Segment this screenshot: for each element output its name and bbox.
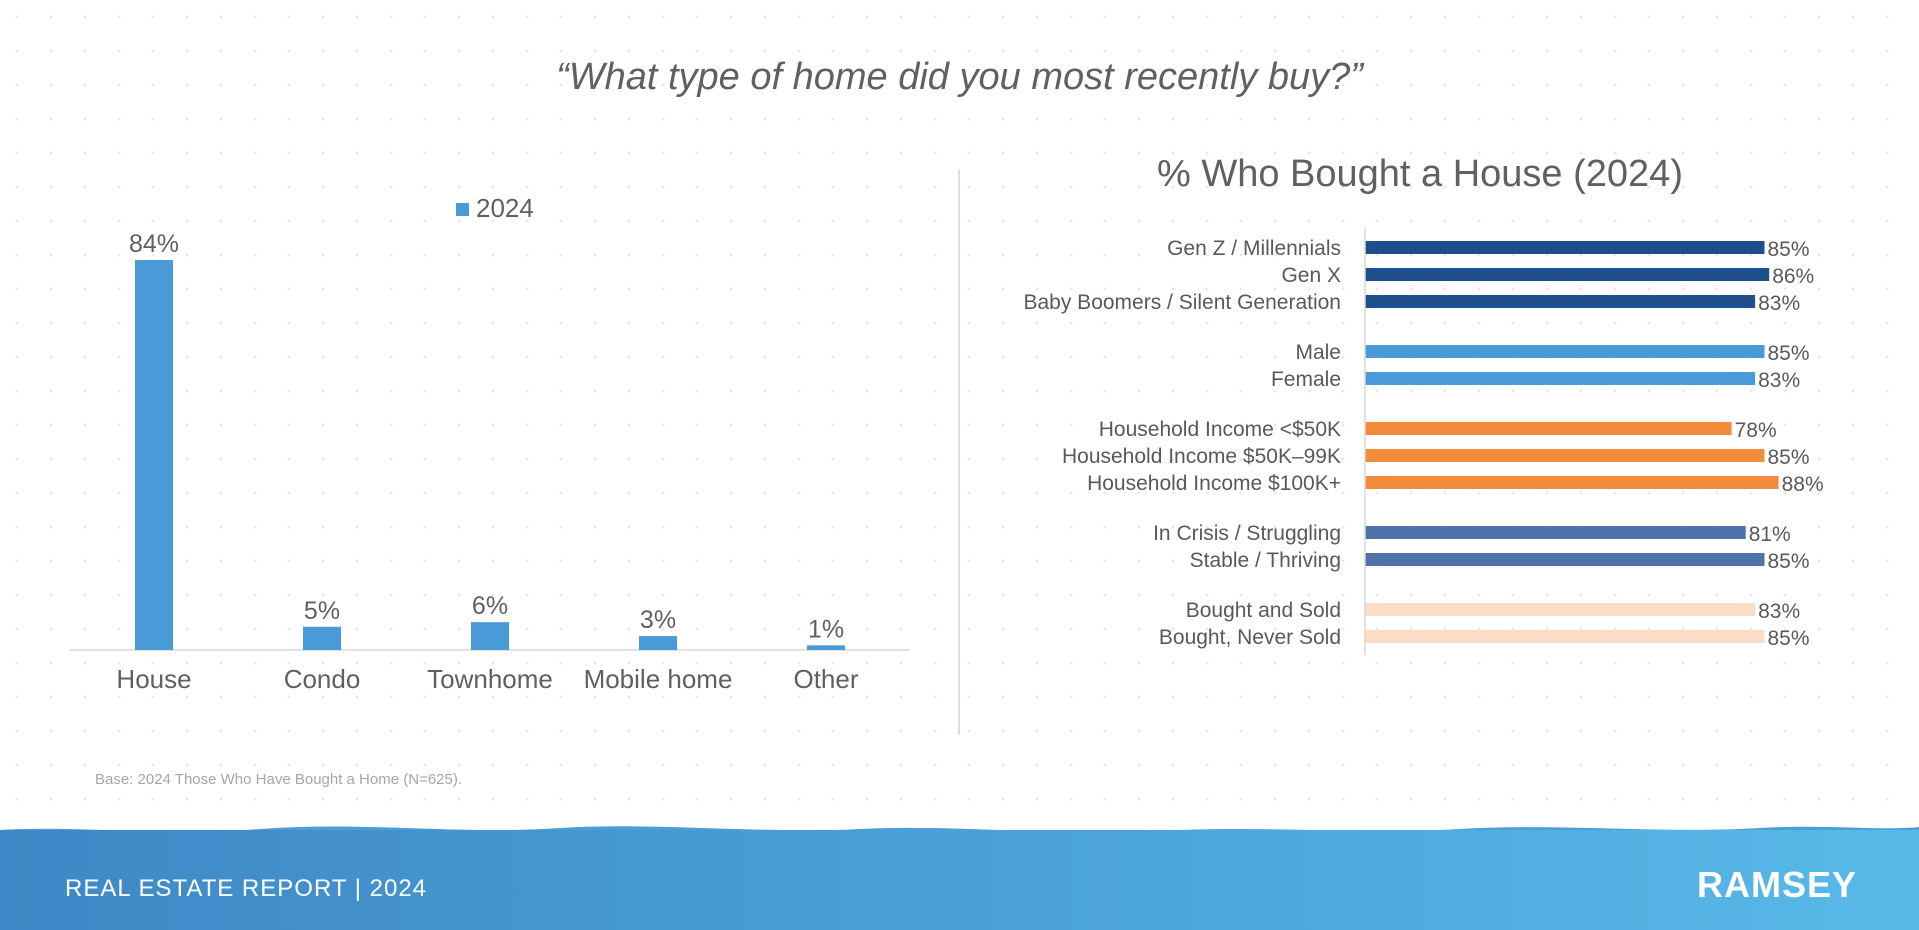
bar-townhome <box>471 622 509 650</box>
segment-value: 83% <box>1758 600 1800 623</box>
base-note: Base: 2024 Those Who Have Bought a Home … <box>95 771 463 788</box>
segment-label: Gen Z / Millennials <box>1167 237 1341 260</box>
segment-bar <box>1365 372 1756 385</box>
right-chart-title: % Who Bought a House (2024) <box>1157 153 1683 195</box>
home-type-bar-chart: 2024 84% House 5% Condo 6% Townhome 3% Mobile ho… <box>70 193 910 694</box>
category-label: Mobile home <box>584 664 733 694</box>
chart-divider <box>958 170 960 735</box>
segment-label: Household Income $50K–99K <box>1062 445 1341 468</box>
segment-value: 88% <box>1782 473 1824 496</box>
bar-condo <box>303 626 341 650</box>
segment-value: 78% <box>1735 419 1777 442</box>
bar-mobile-home <box>639 636 677 650</box>
category-label: House <box>116 664 191 694</box>
segment-label: In Crisis / Struggling <box>1153 522 1341 545</box>
segment-bar <box>1365 241 1765 254</box>
ramsey-logo: RAMSEY <box>1696 864 1857 905</box>
segment-bar <box>1365 449 1765 462</box>
segment-value: 85% <box>1768 627 1810 650</box>
segment-label: Gen X <box>1281 264 1341 287</box>
segment-bar <box>1365 630 1765 643</box>
segment-value: 85% <box>1768 342 1810 365</box>
data-label: 5% <box>304 597 340 625</box>
segment-value: 83% <box>1758 292 1800 315</box>
segment-bar <box>1365 345 1765 358</box>
bar-house <box>135 260 173 650</box>
segment-bar <box>1365 526 1746 539</box>
category-label: Other <box>793 664 858 694</box>
segment-value: 81% <box>1749 523 1791 546</box>
segment-bar <box>1365 603 1756 616</box>
segment-value: 85% <box>1768 446 1810 469</box>
segment-bar <box>1365 295 1756 308</box>
legend-label-2024: 2024 <box>476 193 534 223</box>
segment-value: 83% <box>1758 369 1800 392</box>
segment-bar <box>1365 476 1779 489</box>
segment-label: Bought, Never Sold <box>1159 626 1341 649</box>
house-by-segment-bar-chart: % Who Bought a House (2024) Gen Z / Mille… <box>1023 153 1824 655</box>
segment-value: 85% <box>1768 238 1810 261</box>
segment-label: Male <box>1295 341 1341 364</box>
footer-report-title: REAL ESTATE REPORT | 2024 <box>65 875 428 902</box>
data-label: 3% <box>640 606 676 634</box>
segment-bar <box>1365 422 1732 435</box>
segment-label: Household Income <$50K <box>1099 418 1341 441</box>
segment-label: Baby Boomers / Silent Generation <box>1023 291 1341 314</box>
footer-band <box>0 830 1919 930</box>
data-label: 1% <box>808 615 844 643</box>
question-heading: “What type of home did you most recently… <box>556 56 1363 98</box>
bar-other <box>807 645 845 650</box>
segment-value: 86% <box>1772 265 1814 288</box>
segment-bar <box>1365 553 1765 566</box>
category-label: Condo <box>284 664 361 694</box>
segment-bar <box>1365 268 1770 281</box>
segment-value: 85% <box>1768 550 1810 573</box>
segment-label: Female <box>1271 368 1341 391</box>
category-label: Townhome <box>427 664 553 694</box>
segment-label: Household Income $100K+ <box>1087 472 1341 495</box>
data-label: 84% <box>129 230 179 258</box>
data-label: 6% <box>472 592 508 620</box>
segment-label: Bought and Sold <box>1186 599 1341 622</box>
segment-label: Stable / Thriving <box>1190 549 1341 572</box>
legend-swatch-2024 <box>456 203 469 216</box>
